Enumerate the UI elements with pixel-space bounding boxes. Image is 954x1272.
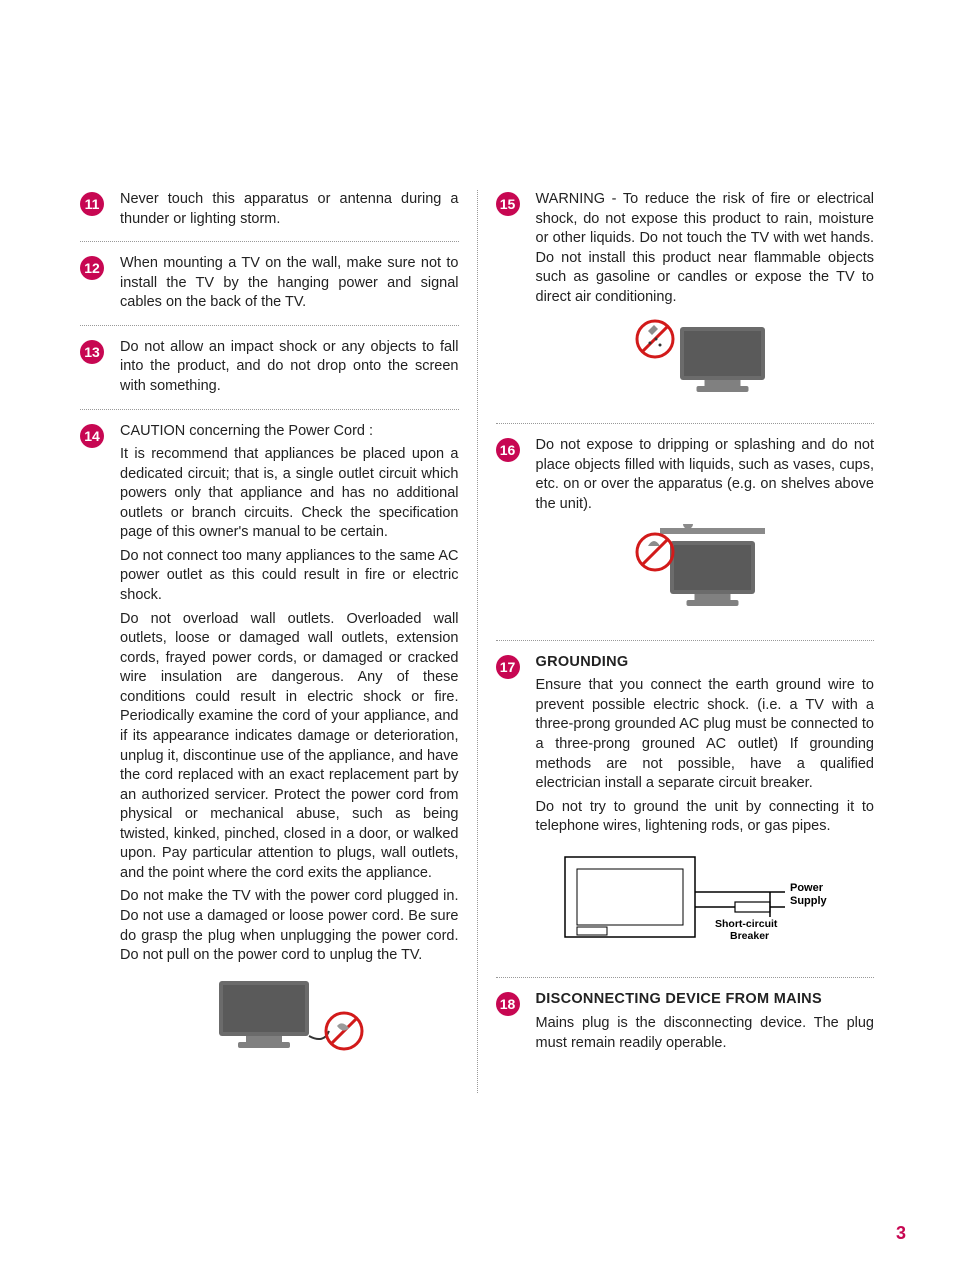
item-paragraph: Do not allow an impact shock or any obje… xyxy=(120,338,459,397)
column-right: 15 WARNING - To reduce the risk of fire o… xyxy=(477,190,895,1093)
item-paragraph: WARNING - To reduce the risk of fire or … xyxy=(536,190,875,307)
safety-item: 17 GROUNDING Ensure that you connect the e… xyxy=(496,653,875,979)
item-paragraph: Do not connect too many appliances to th… xyxy=(120,547,459,606)
item-paragraph: When mounting a TV on the wall, make sur… xyxy=(120,254,459,313)
item-body: CAUTION concerning the Power Cord : It is… xyxy=(120,422,459,1074)
item-paragraph: Ensure that you connect the earth ground… xyxy=(536,676,875,793)
item-number-bullet: 11 xyxy=(80,192,104,216)
columns: 11 Never touch this apparatus or antenna … xyxy=(60,190,894,1093)
item-paragraph: Do not expose to dripping or splashing a… xyxy=(536,436,875,514)
item-figure xyxy=(536,317,875,409)
item-heading: DISCONNECTING DEVICE FROM MAINS xyxy=(536,990,875,1010)
safety-item: 13 Do not allow an impact shock or any ob… xyxy=(80,338,459,410)
safety-item: 18 DISCONNECTING DEVICE FROM MAINS Mains p… xyxy=(496,990,875,1065)
column-left: 11 Never touch this apparatus or antenna … xyxy=(60,190,477,1093)
item-paragraph: It is recommend that appliances be place… xyxy=(120,445,459,543)
item-number-bullet: 16 xyxy=(496,438,520,462)
safety-item: 12 When mounting a TV on the wall, make s… xyxy=(80,254,459,326)
safety-item: 11 Never touch this apparatus or antenna … xyxy=(80,190,459,242)
item-paragraph: Mains plug is the disconnecting device. … xyxy=(536,1014,875,1053)
item-number-bullet: 18 xyxy=(496,992,520,1016)
item-body: GROUNDING Ensure that you connect the ear… xyxy=(536,653,875,970)
item-paragraph: Do not overload wall outlets. Overloaded… xyxy=(120,610,459,884)
item-body: WARNING - To reduce the risk of fire or … xyxy=(536,190,875,415)
item-figure xyxy=(536,524,875,626)
item-body: Do not allow an impact shock or any obje… xyxy=(120,338,459,401)
item-heading: GROUNDING xyxy=(536,653,875,673)
item-number-bullet: 17 xyxy=(496,655,520,679)
item-body: DISCONNECTING DEVICE FROM MAINS Mains plu… xyxy=(536,990,875,1057)
svg-text:Breaker: Breaker xyxy=(730,930,769,942)
svg-text:Short-circuit: Short-circuit xyxy=(715,918,778,930)
item-body: Never touch this apparatus or antenna du… xyxy=(120,190,459,233)
item-number-bullet: 14 xyxy=(80,424,104,448)
item-paragraph: Do not try to ground the unit by connect… xyxy=(536,798,875,837)
item-number-bullet: 12 xyxy=(80,256,104,280)
item-figure xyxy=(120,976,459,1068)
svg-text:Supply: Supply xyxy=(790,895,828,907)
item-number-bullet: 13 xyxy=(80,340,104,364)
item-number-bullet: 15 xyxy=(496,192,520,216)
item-paragraph: Do not make the TV with the power cord p… xyxy=(120,887,459,965)
page-number: 3 xyxy=(896,1223,906,1244)
safety-item: 14 CAUTION concerning the Power Cord : It … xyxy=(80,422,459,1082)
item-paragraph: CAUTION concerning the Power Cord : xyxy=(120,422,459,442)
item-body: When mounting a TV on the wall, make sur… xyxy=(120,254,459,317)
safety-item: 16 Do not expose to dripping or splashing… xyxy=(496,436,875,641)
safety-item: 15 WARNING - To reduce the risk of fire o… xyxy=(496,190,875,424)
item-body: Do not expose to dripping or splashing a… xyxy=(536,436,875,632)
item-paragraph: Never touch this apparatus or antenna du… xyxy=(120,190,459,229)
svg-text:Power: Power xyxy=(790,882,824,894)
item-figure: Power Supply Short-circuit Breaker xyxy=(536,847,875,964)
